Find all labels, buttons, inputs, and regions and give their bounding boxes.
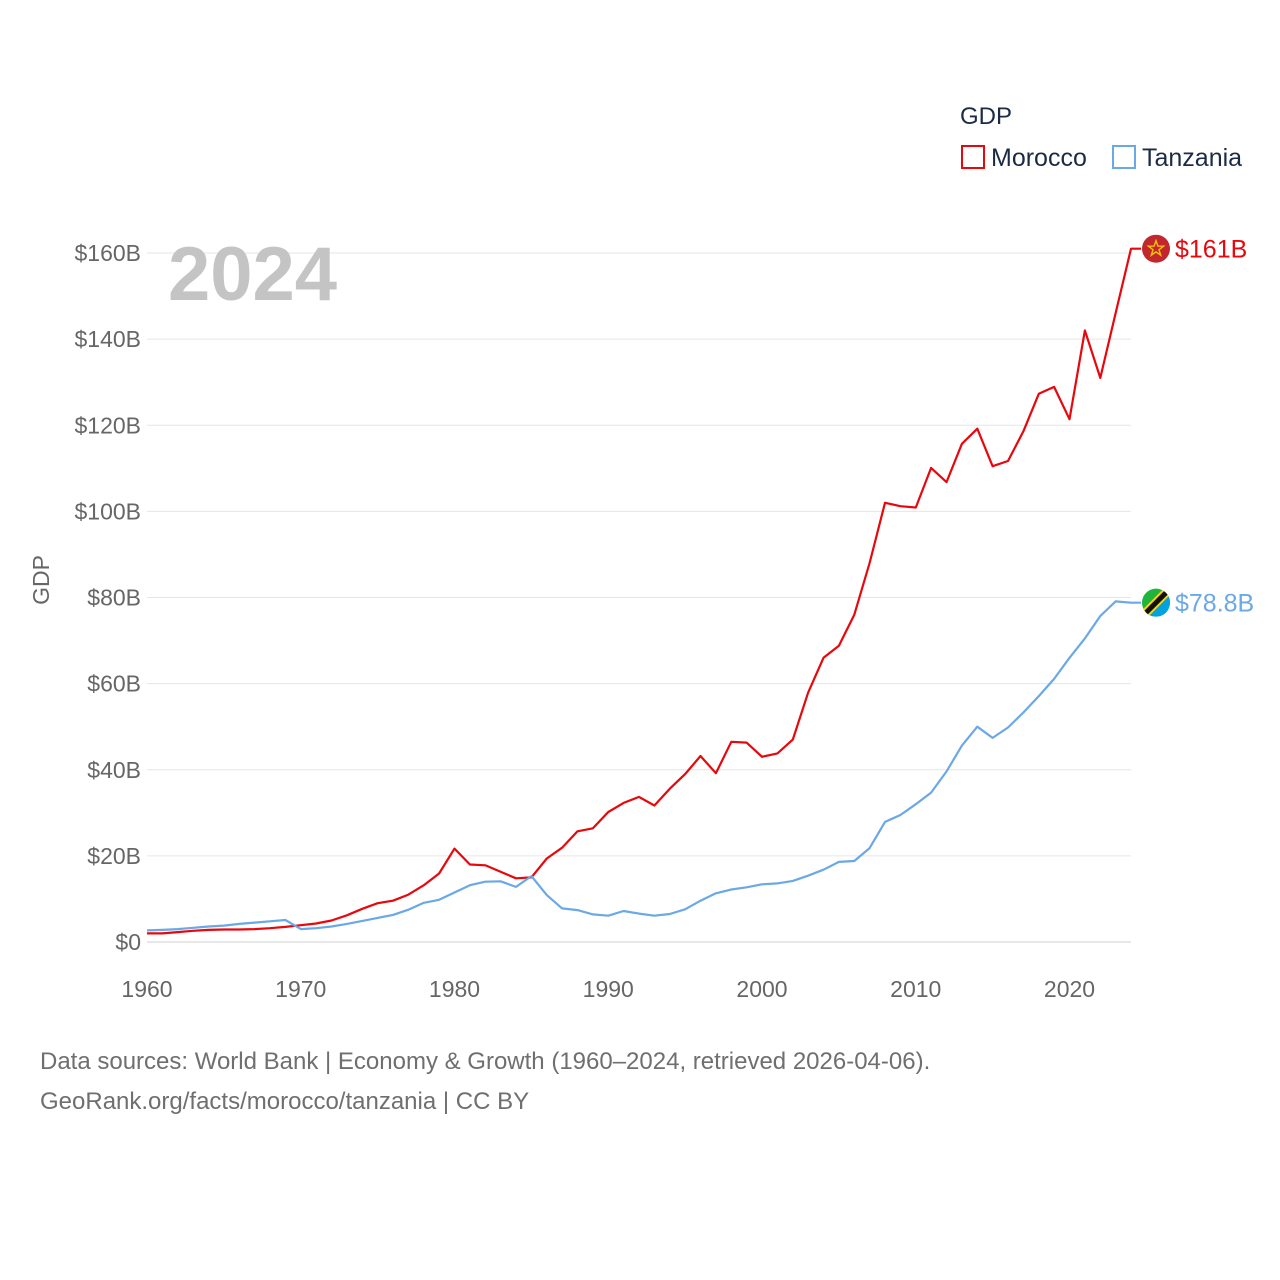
y-tick-label: $140B (74, 326, 141, 352)
series-line-tanzania[interactable] (146, 600, 1141, 932)
end-value-label-morocco: $161B (1175, 236, 1247, 264)
legend-label-tanzania[interactable]: Tanzania (1142, 144, 1242, 172)
series-line-morocco[interactable] (147, 247, 1141, 935)
footer-link: GeoRank.org/facts/morocco/tanzania | CC … (40, 1088, 530, 1115)
y-tick-label: $160B (74, 240, 141, 266)
y-tick-label: $0 (115, 929, 141, 955)
year-label: 2024 (168, 232, 337, 317)
footer-sources: Data sources: World Bank | Economy & Gro… (40, 1048, 931, 1075)
x-tick-label: 1990 (583, 976, 634, 1002)
legend-swatch-morocco[interactable] (961, 145, 985, 169)
y-tick-label: $100B (74, 498, 141, 524)
y-tick-label: $20B (87, 843, 141, 869)
footer: Data sources: World Bank | Economy & Gro… (40, 1042, 930, 1122)
gdp-line-chart: $0 $20B $40B $60B $80B $100B $120B $140B $160B 1… (28, 103, 1254, 1002)
x-tick-label: 1980 (429, 976, 480, 1002)
legend-title: GDP (960, 103, 1012, 130)
y-tick-label: $40B (87, 757, 141, 783)
legend: GDP Morocco Tanzania (960, 103, 1242, 172)
y-tick-label: $80B (87, 585, 141, 611)
y-axis-title: GDP (28, 555, 54, 605)
tanzania-flag-icon (1142, 588, 1170, 617)
x-tick-label: 2020 (1044, 976, 1095, 1002)
series-lines (146, 247, 1141, 935)
x-axis-ticks: 1960 1970 1980 1990 2000 2010 2020 (121, 976, 1095, 1002)
end-markers: $161B $78.8B (1142, 234, 1254, 618)
x-tick-label: 2010 (890, 976, 941, 1002)
x-tick-label: 2000 (736, 976, 787, 1002)
y-tick-label: $120B (74, 412, 141, 438)
morocco-flag-icon (1142, 234, 1170, 263)
legend-label-morocco[interactable]: Morocco (991, 144, 1087, 172)
y-tick-label: $60B (87, 671, 141, 697)
y-axis-ticks: $0 $20B $40B $60B $80B $100B $120B $140B $160B (74, 240, 141, 955)
x-tick-label: 1970 (275, 976, 326, 1002)
gridlines (147, 252, 1131, 943)
legend-swatch-tanzania[interactable] (1112, 145, 1136, 169)
end-value-label-tanzania: $78.8B (1175, 590, 1254, 618)
x-tick-label: 1960 (121, 976, 172, 1002)
